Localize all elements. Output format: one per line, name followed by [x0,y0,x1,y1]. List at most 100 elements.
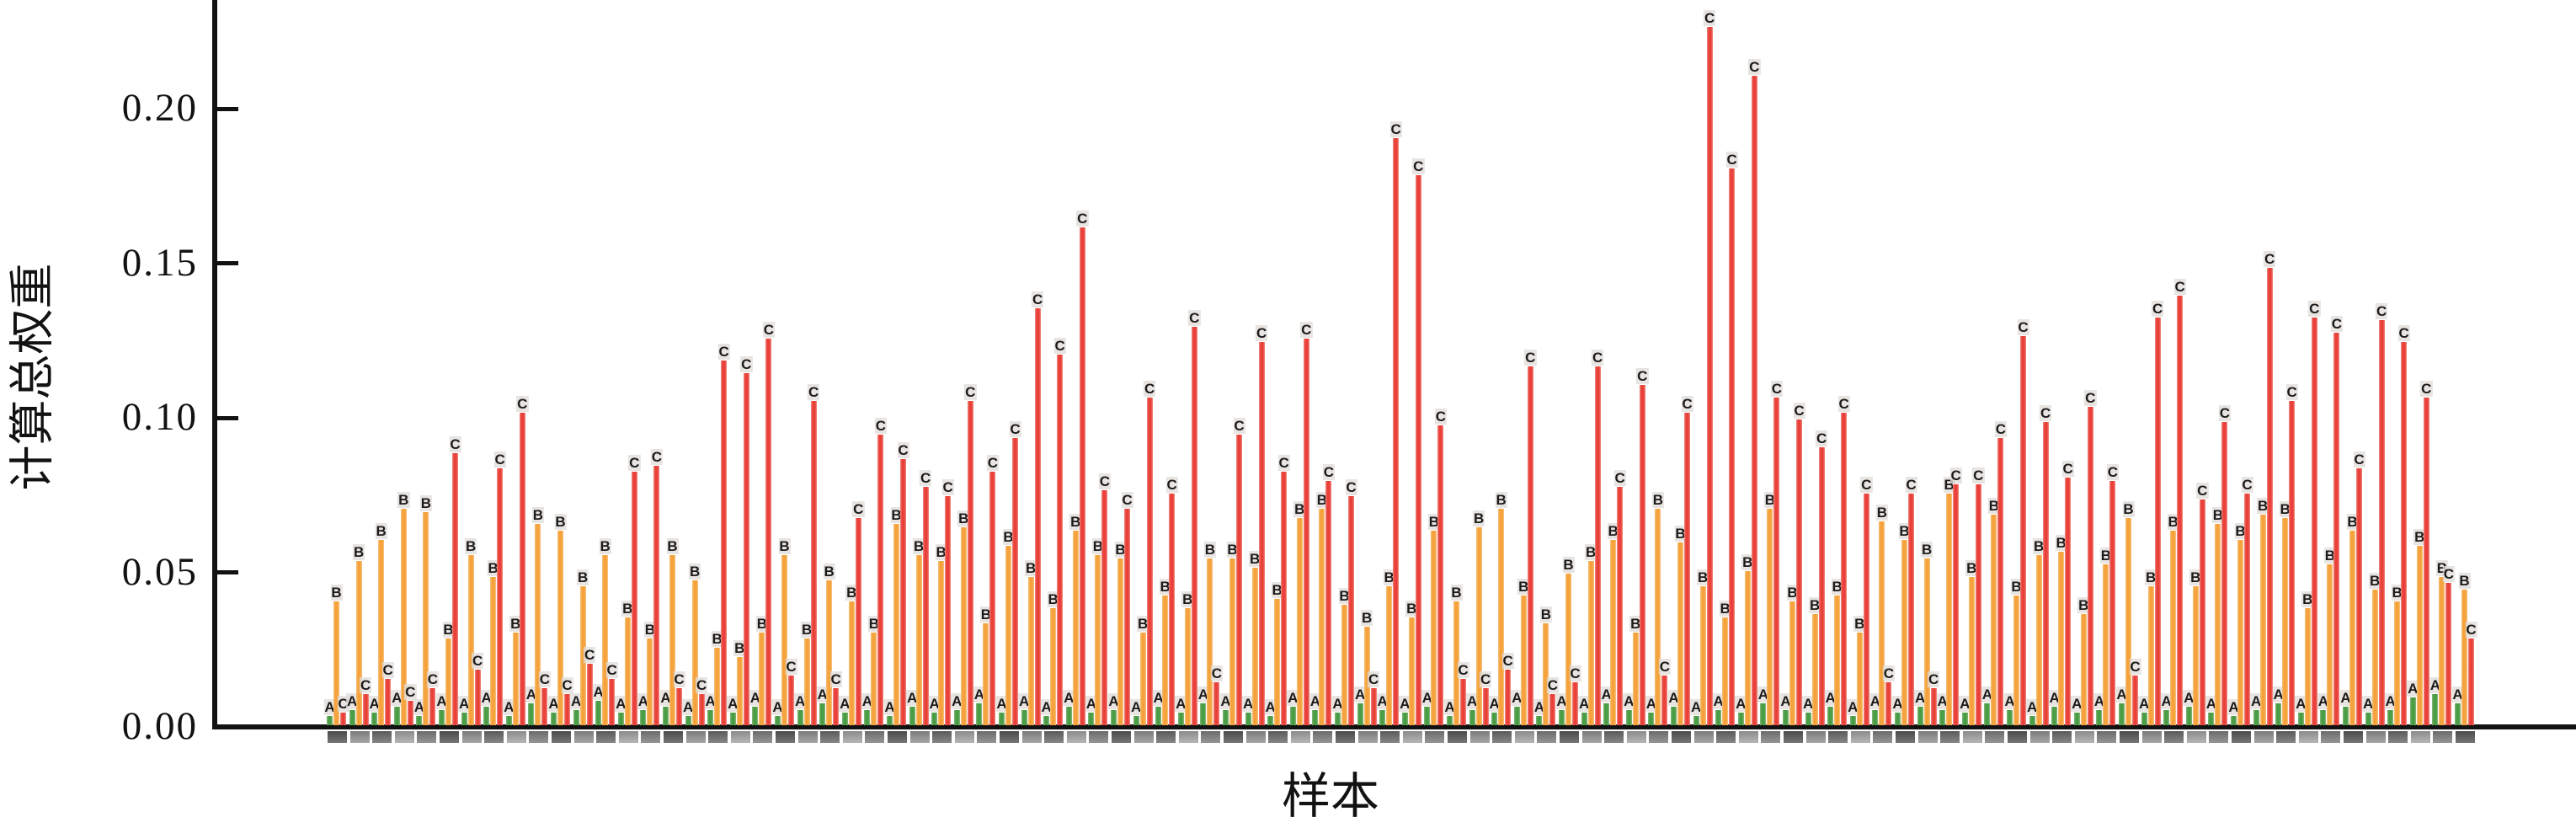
bar-c [2154,317,2161,725]
bar-letter-a: A [2429,677,2442,694]
bar-letter-b: B [2055,535,2067,552]
bar-a [1155,706,1162,725]
x-tick-label-smudge [1112,731,1131,743]
bar-letter-c: C [919,470,932,487]
bar-letter-a: A [2205,696,2218,713]
y-tick-label: 0.15 [121,240,198,285]
bar-letter-b: B [554,513,567,530]
bar-letter-a: A [1376,692,1389,709]
bar-letter-a: A [1913,689,1927,706]
bar-a [617,713,624,725]
bar-letter-c: C [2465,622,2477,638]
bar-b [1453,601,1459,725]
bar-letter-a: A [861,692,874,709]
bar-letter-c: C [1143,380,1156,397]
bar-letter-c: C [1725,152,1738,168]
bar-letter-c: C [1837,396,1850,413]
bar-b [1341,604,1347,725]
bar-letter-a: A [1623,692,1635,709]
bar-c [2468,638,2474,725]
bar-c [1079,227,1085,725]
bar-b [803,638,810,725]
bar-letter-b: B [1136,615,1149,632]
bar-a [1513,706,1520,725]
bar-letter-a: A [1981,686,1994,703]
bar-letter-c: C [359,677,372,694]
bar-a [2208,713,2215,725]
bar-letter-b: B [599,538,611,555]
bar-a [797,709,803,725]
bar-letter-c: C [695,677,708,694]
bar-letter-c: C [1613,470,1626,487]
bar-c [1012,437,1018,725]
x-tick-label-smudge [506,731,526,743]
bar-c [1258,341,1265,725]
bar-a [819,703,826,725]
bar-c [429,687,436,725]
bar-letter-b: B [2211,507,2225,524]
x-tick-label-smudge [641,731,661,743]
bar-letter-c: C [1703,9,1716,26]
bar-b [1565,574,1571,725]
bar-letter-b: B [845,585,858,601]
bar-c [2378,320,2385,725]
bar-c [989,472,996,725]
bar-letter-a: A [1421,689,1434,706]
bar-letter-a: A [2137,696,2151,713]
bar-b [2304,607,2311,725]
bar-letter-b: B [1338,587,1351,604]
bar-a [2163,709,2170,725]
bar-c [2042,422,2049,725]
x-tick-label-smudge [1492,731,1512,743]
x-tick-label-smudge [797,731,818,743]
bar-letter-b: B [666,538,679,555]
bar-a [1133,715,1139,725]
bar-letter-b: B [1674,526,1687,542]
bar-letter-b: B [2458,572,2471,589]
bar-c [1729,168,1736,725]
bar-letter-c: C [2308,300,2321,317]
bar-letter-a: A [2295,696,2307,713]
bar-c [2087,406,2093,725]
x-tick-label-smudge [2456,731,2475,743]
x-tick-label-smudge [372,731,392,743]
bar-letter-b: B [576,569,589,585]
bar-a [909,706,915,725]
y-tick-mark [217,415,238,420]
bar-b [1543,622,1549,725]
bar-a [551,713,557,725]
bar-c [586,663,593,725]
bar-letter-c: C [829,670,842,687]
bar-letter-c: C [1389,120,1402,137]
x-tick-label-smudge [1044,731,1064,743]
bar-c [2020,335,2026,725]
bar-c [1482,687,1489,725]
bar-b [1229,558,1235,725]
bar-b [2035,555,2042,725]
x-tick-label-smudge [2433,731,2453,743]
bar-letter-a: A [1488,696,1501,713]
x-tick-label-smudge [1805,731,1826,743]
bar-b [915,555,922,725]
bar-letter-a: A [345,692,359,709]
bar-letter-b: B [2279,501,2291,518]
bar-b [1162,595,1169,725]
bar-letter-a: A [928,696,941,713]
x-tick-label-smudge [1716,731,1736,743]
bar-letter-b: B [1786,585,1799,601]
bar-b [691,580,698,725]
x-tick-label-smudge [1514,731,1534,743]
bar-b [983,622,989,725]
bar-letter-b: B [912,538,925,555]
bar-b [1610,539,1617,725]
bar-a [1021,709,1027,725]
x-tick-label-smudge [2164,731,2184,743]
x-tick-label-smudge [1066,731,1086,743]
bar-c [1639,385,1645,725]
bar-letter-b: B [1315,492,1329,509]
bar-letter-a: A [2071,696,2083,713]
bar-c [1953,483,1960,725]
bar-a [2387,709,2394,725]
x-tick-label-smudge [1178,731,1198,743]
bar-letter-c: C [538,670,552,687]
